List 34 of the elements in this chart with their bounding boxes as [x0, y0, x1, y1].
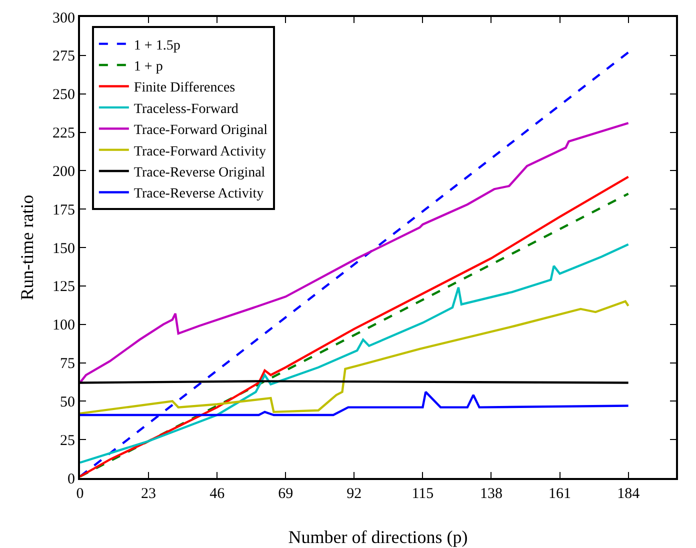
- y-tick-label: 175: [52, 202, 75, 218]
- line-series: [80, 300, 630, 415]
- legend-label: Trace-Reverse Original: [134, 165, 266, 180]
- x-tick-label: 161: [548, 486, 572, 502]
- y-axis-title: Run-time ratio: [17, 194, 37, 300]
- x-tick-label: 69: [278, 486, 294, 502]
- y-tick-label: 300: [52, 10, 75, 26]
- legend-label: Finite Differences: [134, 80, 236, 96]
- y-tick-label: 25: [60, 432, 75, 449]
- y-tick-label: 275: [52, 48, 75, 65]
- x-tick-label: 46: [210, 486, 226, 502]
- y-tick-label: 50: [60, 394, 75, 410]
- x-tick-label: 115: [412, 486, 434, 502]
- y-tick-label: 225: [52, 126, 75, 142]
- x-tick-label: 138: [480, 486, 502, 502]
- y-tick-label: 200: [52, 164, 75, 180]
- legend-label: Trace-Reverse Activity: [134, 186, 264, 202]
- legend-label: 1 + 1.5p: [134, 38, 180, 54]
- x-tick-label: 92: [346, 486, 362, 502]
- y-tick-label: 125: [52, 279, 75, 296]
- y-tick-label: 75: [60, 356, 75, 372]
- line-series: [80, 243, 630, 464]
- x-axis-title: Number of directions (p): [288, 527, 468, 547]
- y-tick-label: 100: [52, 318, 75, 334]
- x-tick-label: 23: [141, 486, 156, 502]
- legend-label: 1 + p: [134, 59, 163, 74]
- legend-label: Trace-Forward Activity: [134, 144, 266, 160]
- line-series: [80, 122, 630, 384]
- x-tick-label: 184: [617, 486, 640, 502]
- legend-label: Trace-Forward Original: [134, 123, 268, 138]
- y-tick-label: 150: [52, 240, 75, 257]
- y-tick-label: 250: [52, 87, 75, 104]
- legend-label: Traceless-Forward: [134, 102, 238, 117]
- y-tick-label: 0: [68, 471, 75, 488]
